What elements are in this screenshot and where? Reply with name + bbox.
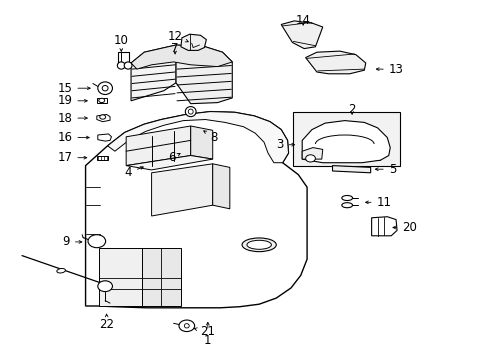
Circle shape — [98, 281, 112, 292]
Circle shape — [179, 320, 194, 332]
Ellipse shape — [102, 86, 108, 91]
Polygon shape — [190, 126, 212, 159]
Text: 6: 6 — [168, 151, 180, 164]
Polygon shape — [107, 112, 288, 163]
Polygon shape — [332, 166, 370, 173]
Polygon shape — [181, 34, 206, 50]
Text: 3: 3 — [276, 138, 294, 151]
Polygon shape — [281, 21, 322, 49]
Text: 2: 2 — [347, 103, 355, 116]
Text: 11: 11 — [365, 196, 391, 209]
Ellipse shape — [341, 195, 352, 201]
Text: 21: 21 — [194, 325, 215, 338]
Circle shape — [99, 98, 104, 103]
Ellipse shape — [341, 203, 352, 208]
Text: 4: 4 — [124, 166, 143, 179]
Polygon shape — [371, 217, 396, 236]
Bar — [118, 52, 129, 63]
Text: 15: 15 — [58, 82, 90, 95]
Text: 12: 12 — [167, 30, 188, 42]
Text: 19: 19 — [57, 94, 87, 107]
Text: 10: 10 — [114, 34, 128, 51]
Circle shape — [100, 115, 105, 119]
Circle shape — [88, 235, 105, 248]
Ellipse shape — [188, 109, 193, 114]
Polygon shape — [99, 248, 142, 306]
Text: 5: 5 — [375, 163, 395, 176]
Text: 13: 13 — [376, 63, 403, 76]
Polygon shape — [302, 148, 322, 159]
Polygon shape — [305, 51, 365, 74]
Ellipse shape — [185, 107, 196, 117]
Polygon shape — [212, 164, 229, 209]
Text: 9: 9 — [62, 235, 81, 248]
Text: 7: 7 — [171, 42, 179, 55]
Ellipse shape — [124, 62, 132, 69]
Text: 8: 8 — [203, 131, 217, 144]
Ellipse shape — [242, 238, 276, 252]
Polygon shape — [302, 121, 389, 163]
Polygon shape — [126, 126, 190, 166]
Text: 20: 20 — [392, 221, 416, 234]
Text: 14: 14 — [295, 14, 310, 27]
Ellipse shape — [98, 82, 112, 95]
Text: 17: 17 — [57, 151, 86, 164]
Ellipse shape — [117, 62, 125, 69]
Polygon shape — [131, 45, 232, 69]
Bar — [97, 98, 106, 103]
Ellipse shape — [246, 240, 271, 249]
Text: 22: 22 — [99, 314, 114, 331]
Text: 18: 18 — [58, 112, 87, 125]
Text: 16: 16 — [57, 131, 89, 144]
Polygon shape — [126, 156, 212, 170]
Polygon shape — [151, 164, 212, 216]
Polygon shape — [142, 248, 181, 306]
Polygon shape — [98, 134, 111, 141]
Ellipse shape — [184, 324, 189, 328]
Polygon shape — [85, 112, 306, 308]
Text: 1: 1 — [203, 322, 211, 347]
Polygon shape — [131, 45, 176, 101]
Circle shape — [305, 155, 315, 162]
Bar — [97, 156, 107, 160]
Polygon shape — [97, 114, 110, 122]
Polygon shape — [176, 45, 232, 104]
Bar — [293, 112, 399, 166]
Ellipse shape — [57, 269, 65, 273]
